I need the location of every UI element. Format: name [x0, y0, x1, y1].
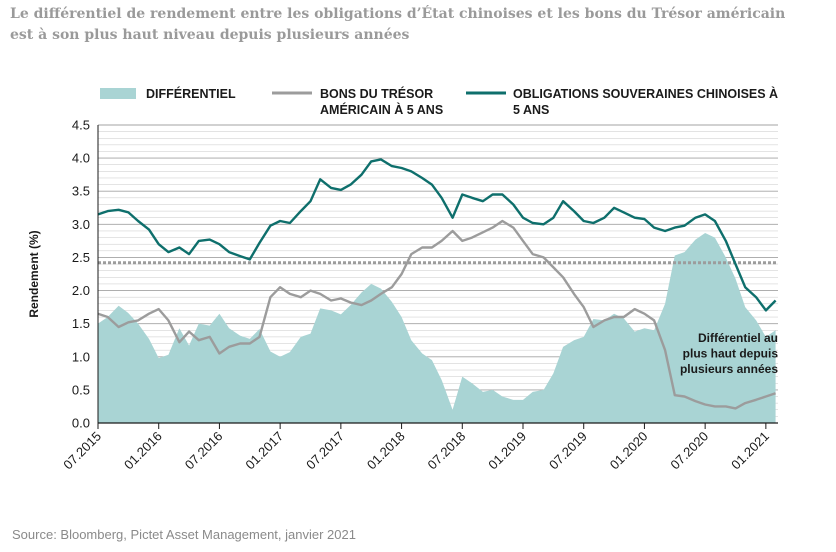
legend-label-cn: OBLIGATIONS SOUVERAINES CHINOISES À: [513, 86, 778, 101]
y-tick-label: 0.5: [72, 382, 90, 397]
series-line-cn: [97, 158, 777, 312]
annotation-line: plus haut depuis: [683, 347, 779, 361]
y-tick-label: 1.5: [72, 316, 90, 331]
annotation-line: Différentiel au: [698, 331, 778, 345]
series-line-us: [97, 219, 776, 410]
legend-swatch-spread: [100, 88, 136, 99]
y-tick-label: 0.0: [72, 416, 90, 431]
y-tick-label: 2.0: [72, 283, 90, 298]
y-tick-label: 2.5: [72, 250, 90, 265]
y-tick-label: 1.0: [72, 349, 90, 364]
x-tick-label: 01.2021: [728, 429, 772, 473]
x-tick-label: 01.2016: [121, 429, 165, 473]
x-tick-label: 07.2020: [667, 429, 711, 473]
x-tick-label: 07.2015: [60, 429, 104, 473]
y-tick-label: 4.5: [72, 118, 90, 133]
x-tick-label: 07.2017: [303, 429, 347, 473]
y-tick-label: 3.0: [72, 217, 90, 232]
legend-label-cn: 5 ANS: [513, 103, 549, 117]
annotation: Différentiel au plus haut depuisplusieurs…: [680, 331, 778, 376]
spread-area: [98, 232, 776, 423]
y-tick-label: 4.0: [72, 151, 90, 166]
y-tick-label: 3.5: [72, 184, 90, 199]
legend-label-spread: DIFFÉRENTIEL: [146, 86, 236, 101]
annotation-line: plusieurs années: [680, 362, 778, 376]
spread-area-path: [98, 232, 776, 423]
x-tick-label: 01.2019: [485, 429, 529, 473]
x-tick-label: 07.2018: [425, 429, 469, 473]
legend-label-us: AMÉRICAIN À 5 ANS: [320, 102, 443, 117]
chart-title: Le différentiel de rendement entre les o…: [10, 6, 786, 43]
x-tick-label: 07.2019: [546, 429, 590, 473]
x-tick-label: 01.2018: [364, 429, 408, 473]
x-tick-label: 01.2017: [242, 429, 286, 473]
legend-label-us: BONS DU TRÉSOR: [320, 86, 433, 101]
source-note: Source: Bloomberg, Pictet Asset Manageme…: [12, 527, 356, 542]
x-tick-label: 07.2016: [182, 429, 226, 473]
series-lines: [97, 158, 777, 410]
x-tick-label: 01.2020: [607, 429, 651, 473]
y-axis-label: Rendement (%): [27, 230, 41, 317]
